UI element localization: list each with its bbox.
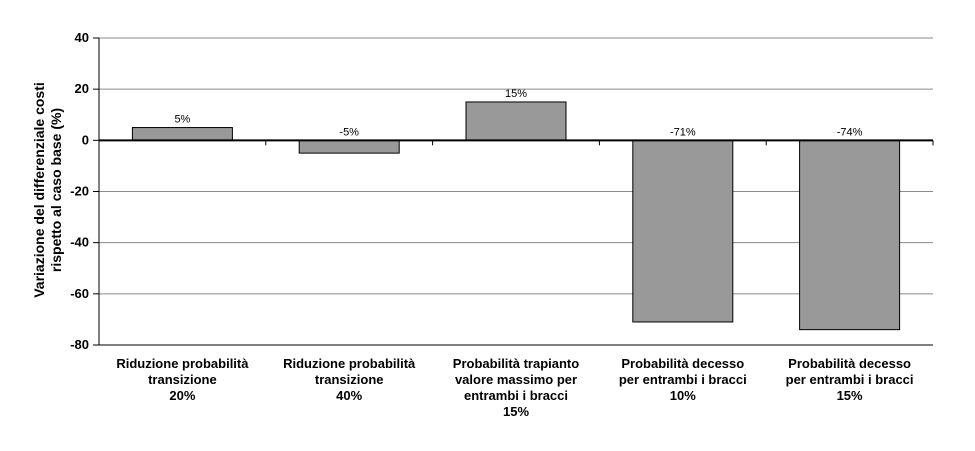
x-category-label: Riduzione probabilità transizione 20% — [116, 356, 249, 403]
y-tick-label: 40 — [75, 30, 89, 45]
x-category-label-line: 10% — [670, 388, 696, 403]
y-tick-label: -40 — [70, 235, 89, 250]
category-labels: Riduzione probabilità transizione 20%Riduz… — [116, 356, 913, 419]
gridlines — [99, 37, 933, 295]
y-axis-title-line: rispetto al caso base (%) — [48, 108, 64, 272]
x-category-label-line: 20% — [169, 388, 195, 403]
x-category-label-line: Probabilità trapianto — [453, 356, 579, 371]
y-axis-title-line: Variazione del differenziale costi — [31, 82, 47, 298]
bar — [799, 139, 901, 331]
x-category-label: Probabilità decesso per entrambi i bracci… — [786, 356, 914, 403]
x-category-label-line: 15% — [837, 388, 863, 403]
x-category-label-line: transizione — [148, 372, 217, 387]
x-category-label-line: valore massimo per — [455, 372, 577, 387]
y-tick-label: 20 — [75, 81, 89, 96]
bars — [131, 101, 901, 331]
y-axis-title: Variazione del differenziale costirispet… — [31, 82, 64, 298]
x-category-label: Probabilità trapianto valore massimo per e… — [453, 356, 579, 419]
y-tick-label: -20 — [70, 184, 89, 199]
y-tick-label: 0 — [82, 132, 89, 147]
x-category-label: Riduzione probabilità transizione 40% — [283, 356, 416, 403]
x-category-label-line: Riduzione probabilità — [283, 356, 416, 371]
x-category-label-line: Probabilità decesso — [788, 356, 911, 371]
bar — [632, 139, 734, 323]
y-tick-label: -80 — [70, 337, 89, 352]
data-labels: 5% -5% 15% -71% -74% — [174, 88, 862, 138]
data-label: -74% — [837, 126, 863, 138]
x-category-label-line: per entrambi i bracci — [786, 372, 914, 387]
x-category-label-line: transizione — [315, 372, 384, 387]
data-label: -71% — [670, 126, 696, 138]
x-category-label-line: per entrambi i bracci — [619, 372, 747, 387]
bar — [131, 127, 233, 141]
data-label: -5% — [339, 126, 359, 138]
bar — [465, 101, 567, 141]
x-category-label-line: 15% — [503, 404, 529, 419]
x-category-label-line: Riduzione probabilità — [116, 356, 249, 371]
data-label: 15% — [505, 88, 527, 100]
y-tick-labels: 40 20 0 -20 -40 -60 -80 — [70, 30, 89, 352]
x-category-label-line: 40% — [336, 388, 362, 403]
x-category-label-line: entrambi i bracci — [464, 388, 568, 403]
bar — [298, 139, 400, 154]
x-category-label: Probabilità decesso per entrambi i bracci… — [619, 356, 747, 403]
x-category-label-line: Probabilità decesso — [621, 356, 744, 371]
data-label: 5% — [174, 114, 190, 126]
axes — [93, 37, 934, 346]
y-tick-label: -60 — [70, 286, 89, 301]
